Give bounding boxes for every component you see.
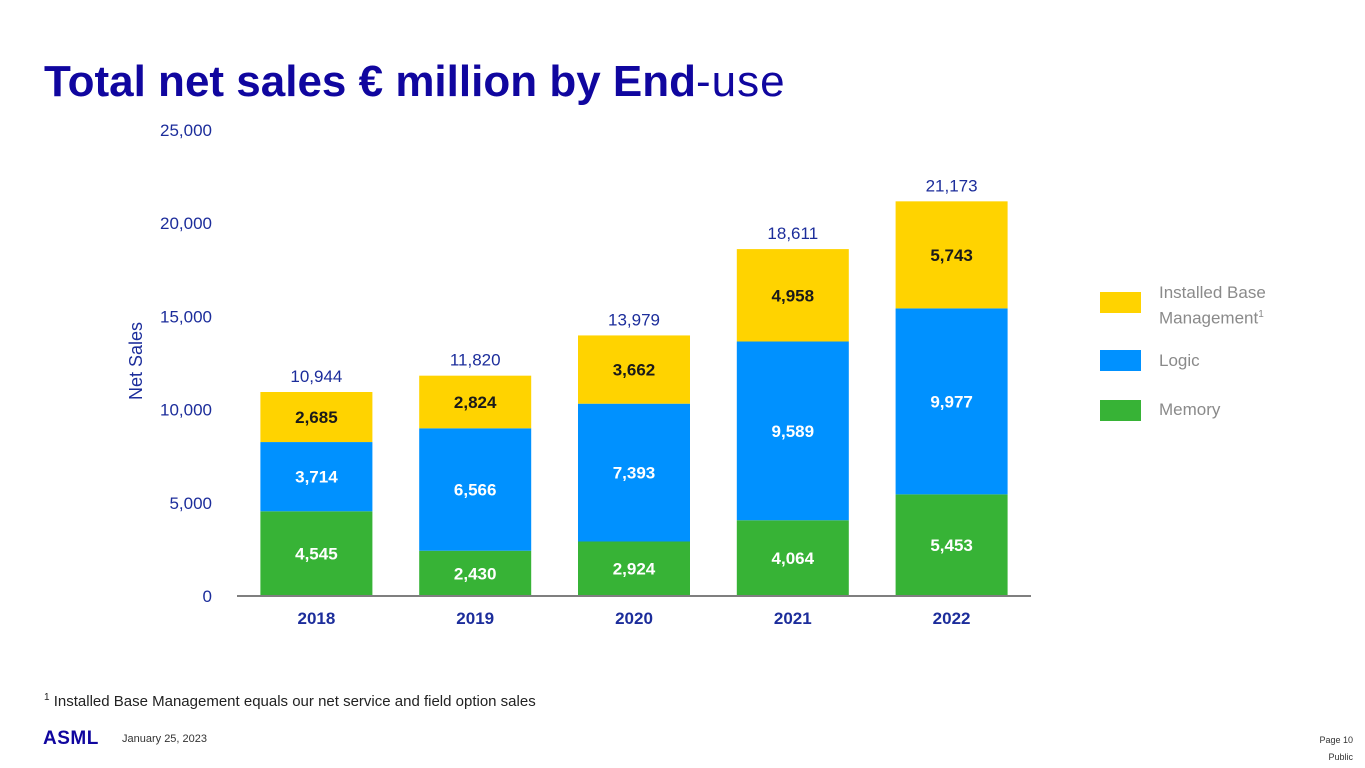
total-label: 10,944 — [290, 367, 342, 386]
footnote-text: Installed Base Management equals our net… — [53, 693, 536, 710]
slide-date: January 25, 2023 — [122, 733, 208, 745]
bar-segment-installed-base-management — [578, 335, 690, 404]
data-label: 5,453 — [930, 536, 973, 555]
x-tick-label: 2020 — [615, 609, 653, 628]
legend-label-installed-base: Installed Base Management1 — [1159, 282, 1266, 330]
bar-segment-logic — [736, 341, 849, 521]
legend-label-logic: Logic — [1159, 351, 1200, 370]
bar-segment-logic — [260, 442, 373, 512]
bar-segment-installed-base-management — [895, 201, 1008, 309]
bar-segment-memory — [260, 511, 373, 596]
y-tick-label: 15,000 — [160, 307, 212, 326]
data-label: 7,393 — [613, 464, 656, 483]
bar-segment-installed-base-management — [260, 392, 373, 443]
bar-segment-memory — [578, 541, 690, 596]
total-label: 18,611 — [767, 224, 818, 243]
y-tick-label: 10,000 — [160, 401, 212, 420]
x-tick-label: 2018 — [297, 609, 335, 628]
data-label: 5,743 — [930, 246, 973, 265]
y-tick-label: 0 — [203, 587, 212, 606]
bar-segment-logic — [419, 428, 532, 551]
page-title: Total net sales € million by End-use — [44, 56, 786, 108]
footnote-marker: 1 — [44, 692, 50, 703]
x-tick-label: 2022 — [933, 609, 971, 628]
total-label: 13,979 — [608, 310, 660, 329]
x-tick-label: 2021 — [774, 609, 812, 628]
data-label: 4,545 — [295, 545, 338, 564]
bar-segment-logic — [895, 308, 1008, 495]
data-label: 9,589 — [772, 422, 815, 441]
bar-segment-logic — [578, 403, 690, 542]
legend-swatch-memory — [1100, 400, 1141, 421]
y-axis-label: Net Sales — [126, 322, 146, 400]
legend-swatch-installed-base — [1100, 292, 1141, 313]
asml-logo: ASML — [43, 728, 99, 749]
legend-swatch-logic — [1100, 350, 1141, 371]
data-label: 3,714 — [295, 468, 338, 487]
footnote: 1 Installed Base Management equals our n… — [44, 692, 536, 710]
total-label: 11,820 — [450, 351, 501, 370]
classification-label: Public — [1328, 752, 1353, 762]
total-label: 21,173 — [926, 176, 978, 195]
legend-installed-base-line1: Installed Base — [1159, 283, 1266, 302]
data-label: 4,958 — [772, 286, 815, 305]
data-label: 3,662 — [613, 361, 656, 380]
data-label: 2,924 — [613, 560, 656, 579]
legend-label-memory: Memory — [1159, 400, 1221, 419]
data-label: 4,064 — [772, 549, 815, 568]
bar-segment-memory — [419, 550, 532, 596]
legend-installed-base-sup: 1 — [1258, 309, 1264, 320]
data-label: 9,977 — [930, 392, 973, 411]
data-label: 2,430 — [454, 564, 497, 583]
data-label: 2,824 — [454, 393, 497, 412]
title-main: Total net sales € million by End — [44, 57, 696, 106]
y-tick-label: 25,000 — [160, 121, 212, 140]
x-tick-label: 2019 — [456, 609, 494, 628]
y-tick-label: 20,000 — [160, 214, 212, 233]
y-tick-label: 5,000 — [169, 494, 212, 513]
bar-segment-installed-base-management — [419, 375, 532, 429]
bar-segment-memory — [736, 520, 849, 596]
bar-segment-installed-base-management — [736, 249, 849, 342]
page-number: Page 10 — [1319, 735, 1353, 745]
legend-installed-base-line2: Management — [1159, 308, 1259, 328]
data-label: 2,685 — [295, 408, 338, 427]
stacked-bar-chart: 0 5,000 10,000 15,000 20,000 25,000 Net Sales 4… — [126, 121, 1031, 628]
bar-segment-memory — [895, 494, 1008, 596]
title-suffix: -use — [696, 57, 786, 106]
data-label: 6,566 — [454, 481, 497, 500]
